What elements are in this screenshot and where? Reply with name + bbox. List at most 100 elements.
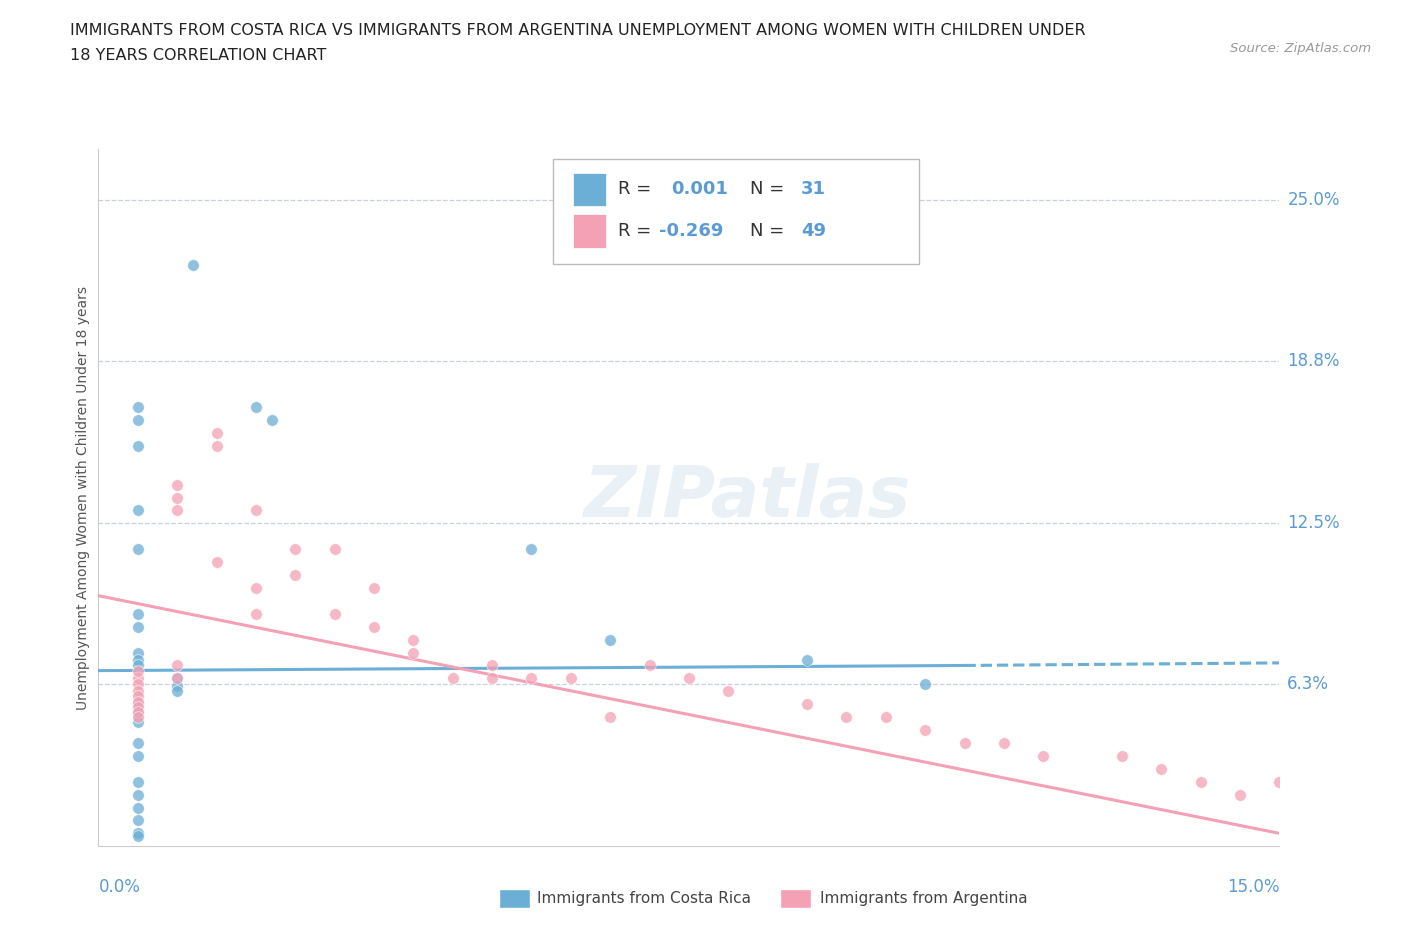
Point: [481, 658, 503, 673]
Point: [402, 645, 425, 660]
Point: [205, 554, 228, 569]
Point: [127, 676, 149, 691]
Text: 25.0%: 25.0%: [1288, 192, 1340, 209]
Point: [835, 710, 858, 724]
Point: [560, 671, 582, 685]
Point: [1189, 775, 1212, 790]
Point: [520, 542, 543, 557]
Point: [127, 542, 149, 557]
FancyBboxPatch shape: [553, 159, 920, 264]
Point: [914, 676, 936, 691]
Point: [127, 699, 149, 714]
Point: [127, 503, 149, 518]
Point: [678, 671, 700, 685]
Point: [323, 542, 346, 557]
Point: [127, 694, 149, 709]
Point: [127, 413, 149, 428]
Text: 12.5%: 12.5%: [1288, 514, 1340, 532]
Point: [481, 671, 503, 685]
Point: [127, 749, 149, 764]
Point: [127, 705, 149, 720]
Text: -0.269: -0.269: [659, 222, 724, 240]
Point: [638, 658, 661, 673]
Point: [245, 580, 267, 595]
Point: [914, 723, 936, 737]
Text: 18 YEARS CORRELATION CHART: 18 YEARS CORRELATION CHART: [70, 48, 326, 63]
Point: [127, 829, 149, 844]
Point: [323, 606, 346, 621]
Point: [599, 632, 621, 647]
Point: [166, 477, 188, 492]
Point: [953, 736, 976, 751]
Text: 6.3%: 6.3%: [1288, 674, 1329, 693]
Point: [127, 663, 149, 678]
Text: Immigrants from Argentina: Immigrants from Argentina: [820, 891, 1028, 906]
Point: [363, 580, 385, 595]
Point: [181, 258, 204, 272]
Point: [127, 606, 149, 621]
Point: [875, 710, 897, 724]
Point: [1150, 762, 1173, 777]
Point: [127, 653, 149, 668]
Point: [1032, 749, 1054, 764]
Point: [127, 645, 149, 660]
Point: [1268, 775, 1291, 790]
Point: [245, 503, 267, 518]
Point: [127, 813, 149, 828]
Point: [166, 490, 188, 505]
Text: R =: R =: [619, 180, 657, 198]
Text: 31: 31: [801, 180, 827, 198]
Point: [127, 438, 149, 453]
Point: [127, 671, 149, 685]
Text: 0.0%: 0.0%: [98, 878, 141, 896]
Text: Immigrants from Costa Rica: Immigrants from Costa Rica: [537, 891, 751, 906]
Point: [166, 679, 188, 694]
Point: [796, 697, 818, 711]
Point: [796, 653, 818, 668]
Y-axis label: Unemployment Among Women with Children Under 18 years: Unemployment Among Women with Children U…: [76, 286, 90, 710]
Point: [363, 619, 385, 634]
Point: [127, 619, 149, 634]
Point: [284, 567, 307, 582]
Point: [127, 400, 149, 415]
Text: 49: 49: [801, 222, 827, 240]
Text: 0.001: 0.001: [671, 180, 728, 198]
Text: R =: R =: [619, 222, 657, 240]
Point: [205, 426, 228, 441]
Point: [127, 715, 149, 730]
Text: 18.8%: 18.8%: [1288, 352, 1340, 369]
Point: [127, 775, 149, 790]
Point: [993, 736, 1015, 751]
Point: [127, 684, 149, 698]
Point: [166, 671, 188, 685]
Point: [127, 736, 149, 751]
Point: [127, 689, 149, 704]
Point: [245, 400, 267, 415]
Point: [127, 826, 149, 841]
Text: IMMIGRANTS FROM COSTA RICA VS IMMIGRANTS FROM ARGENTINA UNEMPLOYMENT AMONG WOMEN: IMMIGRANTS FROM COSTA RICA VS IMMIGRANTS…: [70, 23, 1085, 38]
Point: [127, 697, 149, 711]
Point: [166, 503, 188, 518]
Point: [402, 632, 425, 647]
Point: [520, 671, 543, 685]
Point: [166, 658, 188, 673]
Point: [441, 671, 464, 685]
Point: [166, 684, 188, 698]
Point: [1111, 749, 1133, 764]
Text: ZIPatlas: ZIPatlas: [585, 463, 911, 532]
Point: [127, 787, 149, 802]
Point: [205, 438, 228, 453]
Bar: [574, 215, 606, 248]
Point: [127, 705, 149, 720]
Point: [1229, 787, 1251, 802]
Text: N =: N =: [751, 222, 790, 240]
Point: [127, 710, 149, 724]
Point: [127, 658, 149, 673]
Text: Source: ZipAtlas.com: Source: ZipAtlas.com: [1230, 42, 1371, 55]
Point: [127, 800, 149, 815]
Text: 15.0%: 15.0%: [1227, 878, 1279, 896]
Point: [166, 671, 188, 685]
Point: [245, 606, 267, 621]
Point: [260, 413, 283, 428]
Bar: [574, 173, 606, 206]
